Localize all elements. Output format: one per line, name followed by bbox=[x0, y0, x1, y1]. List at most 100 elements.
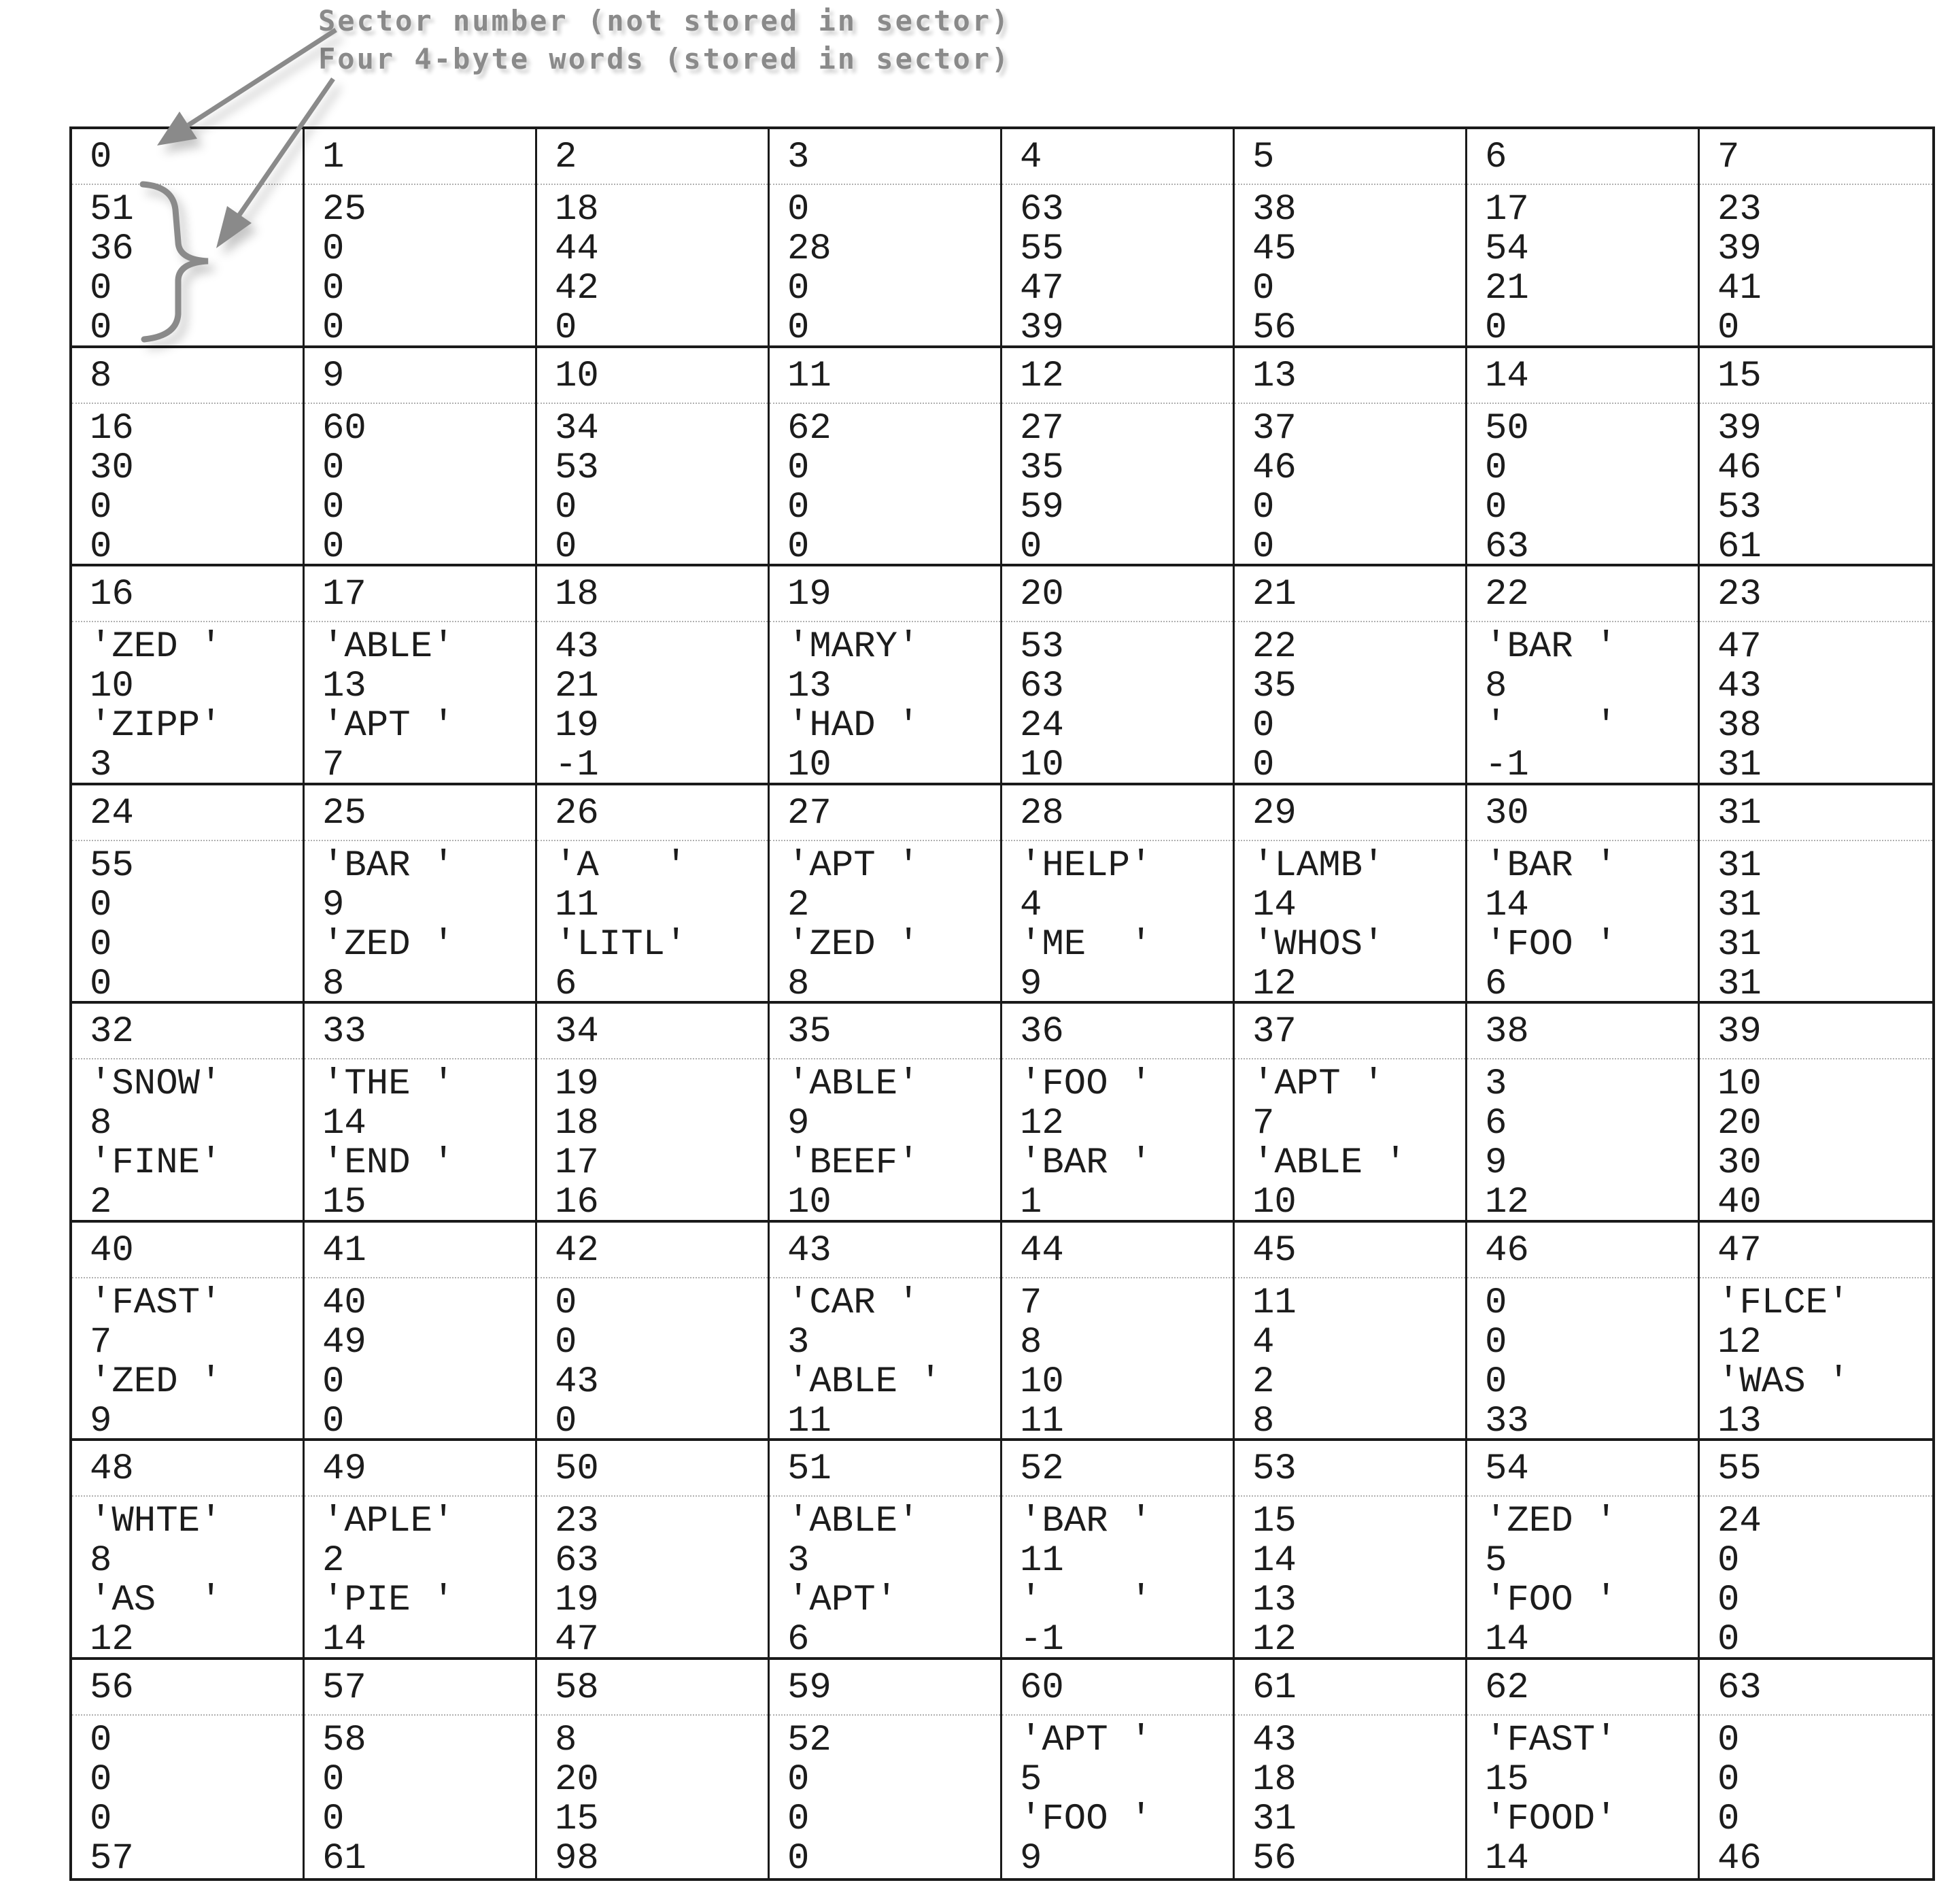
sector-word: 0 bbox=[1717, 1798, 1740, 1840]
sector-words: 58 0 0 61 bbox=[305, 1716, 535, 1878]
sector-word: 'ZED ' bbox=[322, 923, 455, 966]
sector-word: 15 bbox=[1252, 1501, 1297, 1542]
sector-word: 0 bbox=[1485, 486, 1507, 528]
sector-word: 0 bbox=[1252, 745, 1275, 785]
sector-word: 0 bbox=[555, 1400, 577, 1441]
sector-word: 39 bbox=[1717, 228, 1762, 270]
sector-words: 52 0 0 0 bbox=[770, 1716, 1000, 1878]
sector-word: 8 bbox=[90, 1540, 112, 1582]
sector-word: 30 bbox=[90, 447, 134, 489]
sector-word: 20 bbox=[1717, 1103, 1762, 1144]
sector-word: 61 bbox=[1717, 526, 1762, 566]
sector-word: 'FOOD' bbox=[1485, 1798, 1617, 1840]
sector-words: 27 35 59 0 bbox=[1002, 404, 1233, 564]
sector-word: 54 bbox=[1485, 228, 1529, 270]
sector-word: 40 bbox=[1717, 1182, 1762, 1223]
sector-word: 98 bbox=[555, 1837, 599, 1878]
sector-word: 10 bbox=[90, 666, 134, 707]
sector-number: 58 bbox=[537, 1660, 768, 1716]
sector-word: 0 bbox=[1717, 1619, 1740, 1660]
sector-number: 51 bbox=[770, 1441, 1000, 1497]
sector-word: 19 bbox=[555, 1064, 599, 1105]
sector-words: 0 0 43 0 bbox=[537, 1278, 768, 1441]
sector-word: -1 bbox=[1020, 1619, 1064, 1660]
sector-number: 53 bbox=[1235, 1441, 1465, 1497]
sector-word: 7 bbox=[90, 1321, 112, 1363]
sector-words: 'BAR ' 11 ' ' -1 bbox=[1002, 1497, 1233, 1660]
sector-cell: 16 'ZED ' 10 'ZIPP' 3 bbox=[72, 566, 305, 785]
sector-cell: 33 'THE ' 14 'END ' 15 bbox=[305, 1004, 537, 1223]
sector-words: 'MARY' 13 'HAD ' 10 bbox=[770, 622, 1000, 783]
sector-number: 49 bbox=[305, 1441, 535, 1497]
sector-word: 8 bbox=[1020, 1321, 1042, 1363]
sector-word: 6 bbox=[555, 963, 577, 1004]
sector-words: 53 63 24 10 bbox=[1002, 622, 1233, 783]
sector-cell: 48 'WHTE' 8 'AS ' 12 bbox=[72, 1441, 305, 1660]
sector-cell: 20 53 63 24 10 bbox=[1002, 566, 1235, 785]
sector-cell: 22 'BAR ' 8 ' ' -1 bbox=[1467, 566, 1700, 785]
sector-word: 3 bbox=[1485, 1064, 1507, 1105]
sector-word: 13 bbox=[1717, 1400, 1762, 1441]
sector-number: 38 bbox=[1467, 1004, 1698, 1059]
sector-words: 0 0 0 46 bbox=[1700, 1716, 1932, 1878]
sector-word: 0 bbox=[90, 1719, 112, 1761]
sector-cell: 41 40 49 0 0 bbox=[305, 1222, 537, 1441]
sector-word: 4 bbox=[1252, 1321, 1275, 1363]
sector-word: 53 bbox=[555, 447, 599, 489]
sector-word: 9 bbox=[90, 1400, 112, 1441]
sector-word: 0 bbox=[1485, 1282, 1507, 1324]
sector-cell: 54 'ZED ' 5 'FOO ' 14 bbox=[1467, 1441, 1700, 1660]
sector-cell: 15 39 46 53 61 bbox=[1700, 348, 1932, 566]
sector-number: 2 bbox=[537, 129, 768, 185]
sector-word: 53 bbox=[1020, 626, 1064, 668]
sector-cell: 17 'ABLE' 13 'APT ' 7 bbox=[305, 566, 537, 785]
sector-number: 11 bbox=[770, 348, 1000, 404]
sector-number: 34 bbox=[537, 1004, 768, 1059]
sector-cell: 10 34 53 0 0 bbox=[537, 347, 770, 566]
sector-word: 0 bbox=[322, 526, 345, 566]
sector-word: 'FINE' bbox=[90, 1142, 222, 1184]
sector-word: 27 bbox=[1020, 407, 1064, 449]
sector-word: 'BAR ' bbox=[322, 845, 455, 887]
sector-word: 34 bbox=[555, 407, 599, 449]
sector-words: 22 35 0 0 bbox=[1235, 622, 1465, 785]
sector-number: 7 bbox=[1700, 129, 1932, 185]
sector-word: 'A ' bbox=[555, 845, 687, 887]
sector-number: 16 bbox=[72, 566, 303, 622]
sector-word: 0 bbox=[90, 526, 112, 566]
sector-word: 'APLE' bbox=[322, 1501, 455, 1542]
sector-cell: 42 0 0 43 0 bbox=[537, 1222, 770, 1441]
sector-number: 12 bbox=[1002, 348, 1233, 404]
sector-word: 17 bbox=[555, 1142, 599, 1184]
sector-number: 60 bbox=[1002, 1660, 1233, 1716]
sector-words: 'ABLE' 3 'APT' 6 bbox=[770, 1497, 1000, 1657]
sector-word: 0 bbox=[1717, 307, 1740, 348]
sector-word: 52 bbox=[787, 1719, 832, 1761]
sector-number: 22 bbox=[1467, 566, 1698, 622]
sector-cell: 5 38 45 0 56 bbox=[1235, 129, 1467, 348]
sector-word: 23 bbox=[1717, 189, 1762, 231]
sector-number: 28 bbox=[1002, 785, 1233, 841]
sector-word: 0 bbox=[555, 1321, 577, 1363]
sector-cell: 45 11 4 2 8 bbox=[1235, 1222, 1467, 1441]
sector-word: 0 bbox=[90, 884, 112, 926]
sector-cell: 53 15 14 13 12 bbox=[1235, 1441, 1467, 1660]
sector-number: 24 bbox=[72, 785, 303, 841]
sector-cell: 9 60 0 0 0 bbox=[305, 347, 537, 566]
sector-words: 18 44 42 0 bbox=[537, 185, 768, 345]
sector-cell: 49 'APLE' 2 'PIE ' 14 bbox=[305, 1441, 537, 1660]
sector-words: 50 0 0 63 bbox=[1467, 404, 1698, 564]
sector-cell: 35 'ABLE' 9 'BEEF' 10 bbox=[770, 1004, 1002, 1223]
sector-cell: 31 31 31 31 31 bbox=[1700, 785, 1932, 1004]
sector-word: 0 bbox=[322, 1400, 345, 1441]
sector-word: 24 bbox=[1020, 705, 1064, 747]
sector-cell: 3 0 28 0 0 bbox=[770, 129, 1002, 348]
sector-number: 36 bbox=[1002, 1004, 1233, 1059]
sector-word: 31 bbox=[1717, 963, 1762, 1004]
sector-cell: 0 51 36 0 0 bbox=[72, 129, 305, 348]
sector-word: 'BAR ' bbox=[1485, 626, 1617, 668]
sector-cell: 32 'SNOW' 8 'FINE' 2 bbox=[72, 1004, 305, 1223]
sector-word: 9 bbox=[1020, 963, 1042, 1004]
sector-words: 23 63 19 47 bbox=[537, 1497, 768, 1657]
sector-word: 14 bbox=[1485, 884, 1529, 926]
